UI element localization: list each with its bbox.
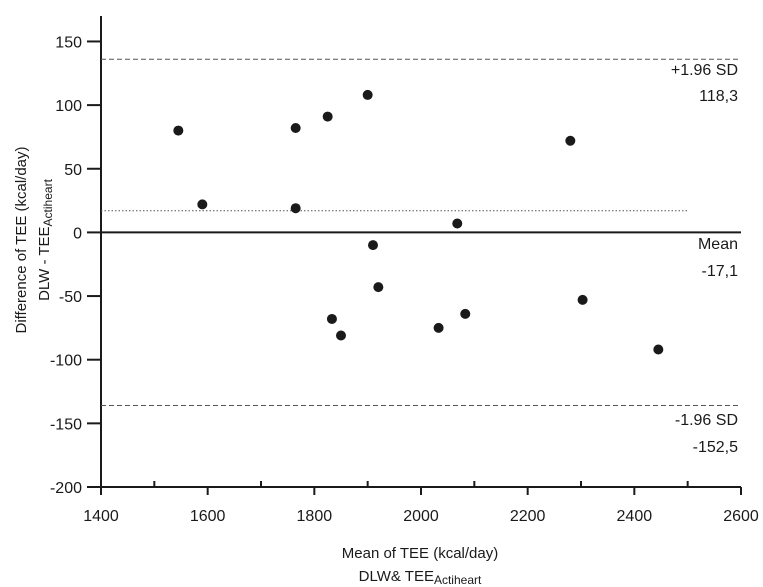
y-tick-label: -50 bbox=[59, 289, 82, 306]
y-tick-label: -100 bbox=[50, 353, 82, 370]
lower-limit-value: -152,5 bbox=[693, 439, 738, 456]
y-tick-label: 150 bbox=[55, 34, 82, 51]
data-point bbox=[362, 89, 373, 100]
mean-label: Mean bbox=[698, 236, 738, 253]
x-tick-label: 2200 bbox=[510, 508, 546, 525]
data-point bbox=[290, 203, 301, 214]
y-axis-label: Difference of TEE (kcal/day) bbox=[13, 146, 30, 333]
upper-limit-label: +1.96 SD bbox=[671, 62, 738, 79]
y-axis-label-secondary: DLW - TEEActiheart bbox=[36, 178, 55, 300]
data-point bbox=[326, 313, 337, 324]
y-tick-label: 50 bbox=[64, 162, 82, 179]
x-tick-label: 2600 bbox=[723, 508, 759, 525]
data-point bbox=[173, 125, 184, 136]
data-point bbox=[336, 330, 346, 341]
x-tick-label: 2400 bbox=[617, 508, 653, 525]
data-point bbox=[565, 135, 576, 146]
data-point bbox=[433, 322, 444, 333]
y-tick-label: 100 bbox=[55, 98, 82, 115]
y-tick-label: 0 bbox=[73, 225, 82, 242]
y-tick-label: -200 bbox=[50, 480, 82, 497]
axis-labels: Mean of TEE (kcal/day) DLW& TEEActiheart… bbox=[13, 146, 498, 587]
data-point bbox=[452, 218, 463, 229]
x-tick-label: 1800 bbox=[297, 508, 333, 525]
x-axis-label: Mean of TEE (kcal/day) bbox=[342, 545, 498, 562]
data-points bbox=[173, 89, 664, 355]
data-point bbox=[373, 282, 384, 293]
data-point bbox=[197, 199, 208, 210]
axes: -200 -150 -100 -50 0 50 100 150 1400 1600 1800 2000… bbox=[50, 16, 759, 525]
data-point bbox=[577, 294, 588, 305]
y-tick-label: -150 bbox=[50, 416, 82, 433]
reference-lines: +1.96 SD 118,3 Mean -17,1 -1.96 SD -152,5 bbox=[101, 58, 741, 456]
data-point bbox=[290, 123, 301, 134]
x-tick-label: 2000 bbox=[403, 508, 439, 525]
data-point bbox=[653, 344, 664, 355]
mean-value: -17,1 bbox=[702, 263, 739, 280]
data-point bbox=[368, 240, 378, 251]
x-axis-label-secondary: DLW& TEEActiheart bbox=[359, 568, 482, 587]
x-tick-label: 1400 bbox=[83, 508, 119, 525]
data-point bbox=[322, 111, 333, 122]
x-tick-label: 1600 bbox=[190, 508, 226, 525]
data-point bbox=[460, 308, 471, 319]
lower-limit-label: -1.96 SD bbox=[675, 412, 738, 429]
upper-limit-value: 118,3 bbox=[699, 88, 738, 105]
